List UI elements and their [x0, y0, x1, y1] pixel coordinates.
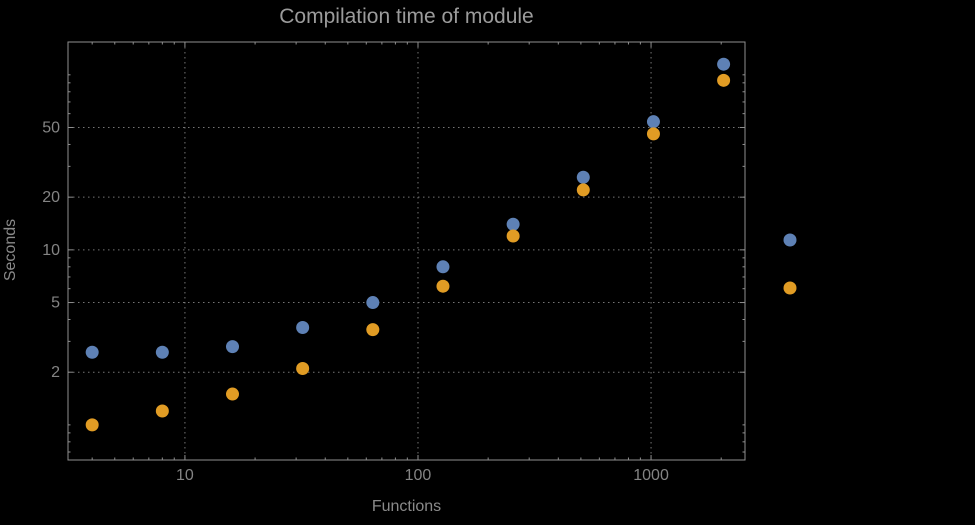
data-point-series-1 [155, 345, 169, 359]
x-tick-label: 1000 [633, 467, 669, 484]
data-point-series-2 [436, 279, 450, 293]
legend-marker-series-2 [783, 281, 797, 295]
data-point-series-1 [436, 260, 450, 274]
data-point-series-1 [366, 296, 380, 310]
data-point-series-2 [717, 73, 731, 87]
data-point-series-2 [366, 323, 380, 337]
data-point-series-2 [155, 404, 169, 418]
y-tick-label: 2 [51, 364, 60, 381]
data-point-series-2 [296, 361, 310, 375]
chart-title: Compilation time of module [279, 5, 534, 28]
data-point-series-2 [225, 387, 239, 401]
data-point-series-2 [646, 127, 660, 141]
data-point-series-1 [646, 115, 660, 129]
y-tick-label: 5 [51, 295, 60, 312]
x-tick-label: 100 [405, 467, 432, 484]
data-point-series-2 [506, 229, 520, 243]
data-point-series-1 [717, 57, 731, 71]
legend-marker-series-1 [783, 233, 797, 247]
x-tick-label: 10 [176, 467, 194, 484]
y-tick-label: 20 [42, 189, 60, 206]
data-point-series-1 [85, 345, 99, 359]
data-point-series-2 [576, 183, 590, 197]
plot-frame [67, 41, 746, 461]
data-point-series-1 [506, 217, 520, 231]
x-axis-label: Functions [371, 498, 442, 515]
data-point-series-1 [296, 321, 310, 335]
data-point-series-1 [576, 170, 590, 184]
y-tick-label: 50 [42, 120, 60, 137]
y-axis-label: Seconds [2, 218, 19, 282]
y-tick-label: 10 [42, 242, 60, 259]
data-point-series-2 [85, 418, 99, 432]
data-point-series-1 [225, 340, 239, 354]
